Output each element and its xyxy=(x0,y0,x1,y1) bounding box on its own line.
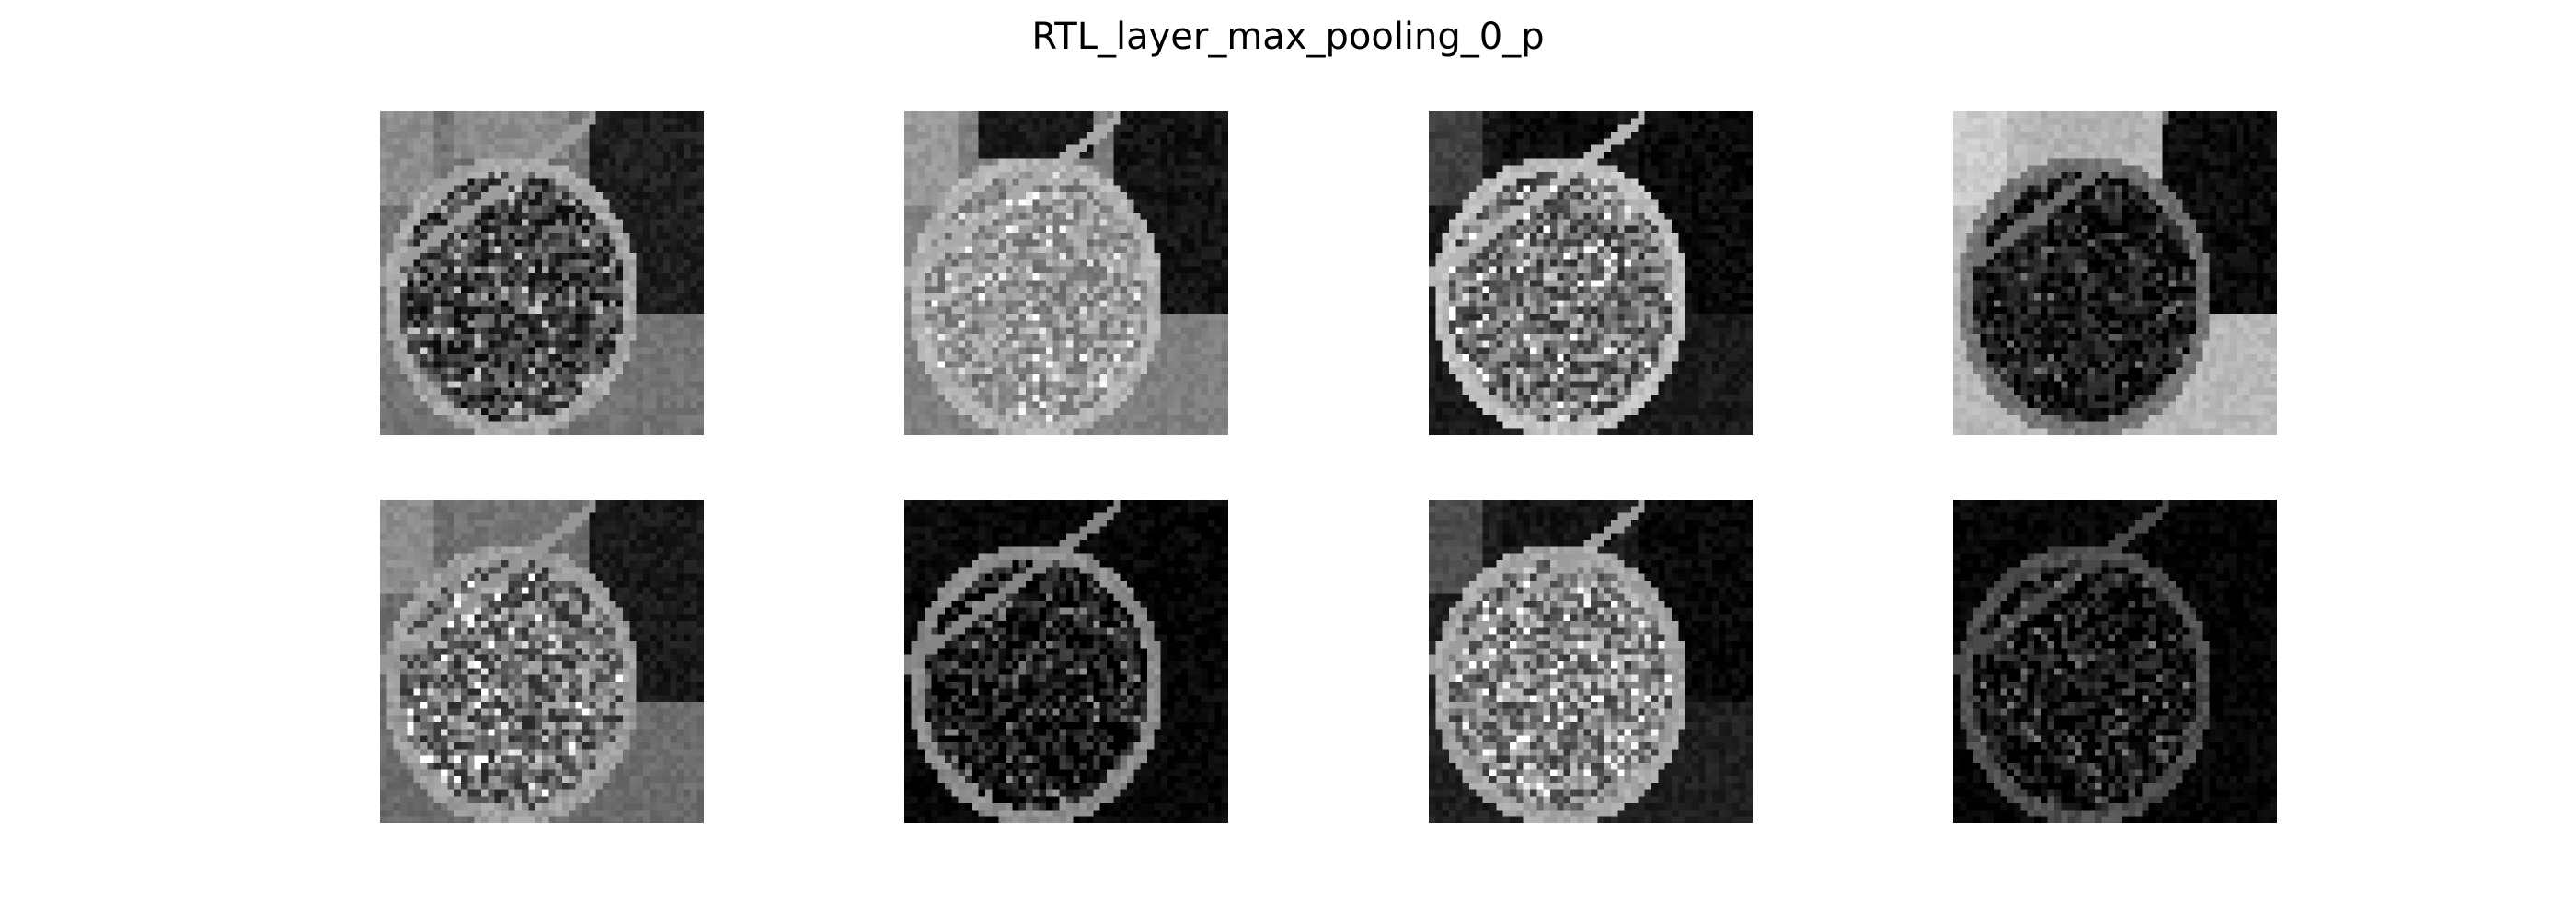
feature-map-canvas xyxy=(380,111,704,435)
feature-map-4 xyxy=(380,500,704,823)
feature-map-7 xyxy=(1953,500,2277,823)
feature-map-6 xyxy=(1429,500,1753,823)
feature-map-canvas xyxy=(1953,111,2277,435)
feature-map-5 xyxy=(904,500,1228,823)
feature-map-canvas xyxy=(1953,500,2277,823)
feature-map-2 xyxy=(1429,111,1753,435)
feature-map-canvas xyxy=(1429,500,1753,823)
feature-map-3 xyxy=(1953,111,2277,435)
feature-map-0 xyxy=(380,111,704,435)
feature-map-canvas xyxy=(904,500,1228,823)
feature-map-1 xyxy=(904,111,1228,435)
feature-map-canvas xyxy=(1429,111,1753,435)
feature-map-canvas xyxy=(904,111,1228,435)
figure-title: RTL_layer_max_pooling_0_p xyxy=(1031,16,1545,58)
feature-map-canvas xyxy=(380,500,704,823)
